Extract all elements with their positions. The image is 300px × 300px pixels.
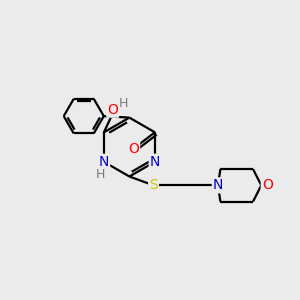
Text: O: O: [107, 103, 118, 117]
Text: O: O: [262, 178, 273, 192]
Text: N: N: [213, 178, 223, 192]
Text: H: H: [119, 97, 129, 110]
Text: H: H: [96, 168, 105, 181]
Text: O: O: [128, 142, 139, 155]
Text: S: S: [149, 178, 158, 192]
Text: N: N: [99, 155, 109, 169]
Text: N: N: [150, 155, 160, 169]
